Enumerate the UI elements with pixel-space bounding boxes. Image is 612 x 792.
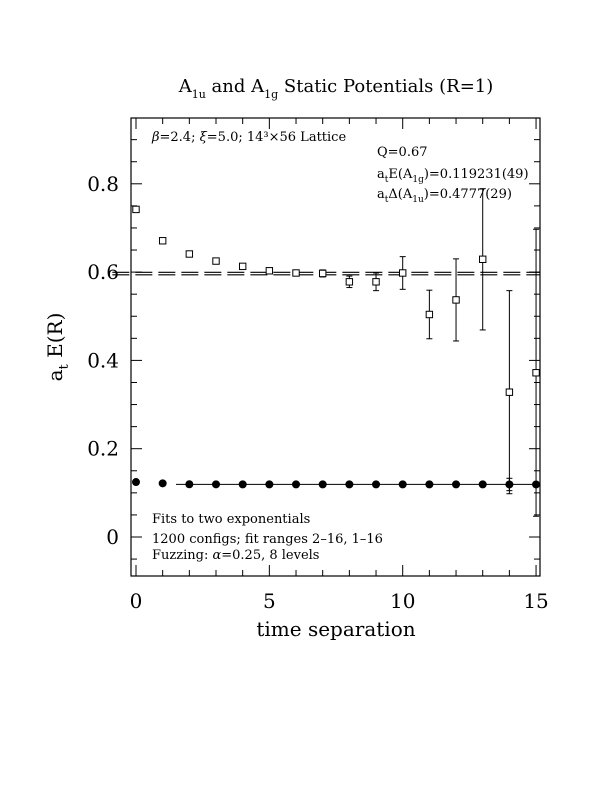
square-marker [372, 278, 380, 286]
gap-annotation: atΔ(A1u)=0.4777(29) [377, 187, 512, 205]
square-marker [532, 369, 540, 377]
circle-marker [238, 480, 247, 489]
circle-marker [532, 480, 541, 489]
error-bars [319, 188, 540, 517]
circle-marker [292, 480, 301, 489]
square-marker [265, 267, 274, 275]
fits-annotation: Fits to two exponentials [152, 512, 310, 527]
square-marker [185, 250, 194, 258]
lattice-annotation: β=2.4; ξ=5.0; 14³×56 Lattice [151, 130, 346, 145]
circle-marker [398, 480, 407, 489]
circle-marker [452, 480, 461, 489]
square-marker [399, 269, 407, 277]
circle-marker [265, 480, 274, 489]
y-tick-label: 0 [106, 525, 119, 549]
x-tick-label: 15 [523, 589, 548, 613]
circle-marker [132, 478, 140, 487]
square-marker [479, 255, 487, 263]
circle-marker [318, 480, 327, 489]
square-marker [238, 262, 247, 271]
x-tick-label: 10 [390, 589, 415, 613]
square-marker [452, 296, 460, 304]
x-tick-label: 5 [263, 589, 276, 613]
y-tick-label: 0.4 [87, 348, 119, 372]
circle-marker [158, 479, 167, 488]
circle-marker [478, 480, 487, 489]
square-marker [132, 205, 140, 214]
energy-annotation: atE(A1g)=0.119231(49) [377, 167, 529, 185]
fuzzing-annotation: Fuzzing: α=0.25, 8 levels [152, 548, 319, 563]
data-markers [132, 205, 541, 489]
x-tick-label: 0 [130, 589, 143, 613]
square-marker [158, 237, 167, 245]
x-axis-label: time separation [256, 617, 415, 641]
square-marker [345, 278, 354, 286]
fit-lines [112, 271, 540, 485]
circle-marker [505, 480, 514, 489]
chart-title: A1u and A1g Static Potentials (R=1) [178, 76, 494, 101]
q-annotation: Q=0.67 [377, 145, 428, 160]
square-marker [505, 388, 514, 396]
circle-marker [372, 480, 381, 489]
y-tick-label: 0.8 [87, 172, 119, 196]
y-tick-label: 0.2 [87, 437, 119, 461]
square-marker [425, 310, 434, 319]
circle-marker [212, 480, 221, 489]
square-marker [292, 269, 300, 277]
y-axis-label: at E(R) [43, 313, 72, 382]
square-marker [212, 257, 220, 265]
plot-frame [130, 117, 541, 577]
square-marker [318, 269, 327, 278]
circle-marker [425, 480, 434, 489]
circle-marker [345, 480, 354, 489]
circle-marker [185, 480, 194, 489]
configs-annotation: 1200 configs; fit ranges 2–16, 1–16 [152, 532, 383, 547]
